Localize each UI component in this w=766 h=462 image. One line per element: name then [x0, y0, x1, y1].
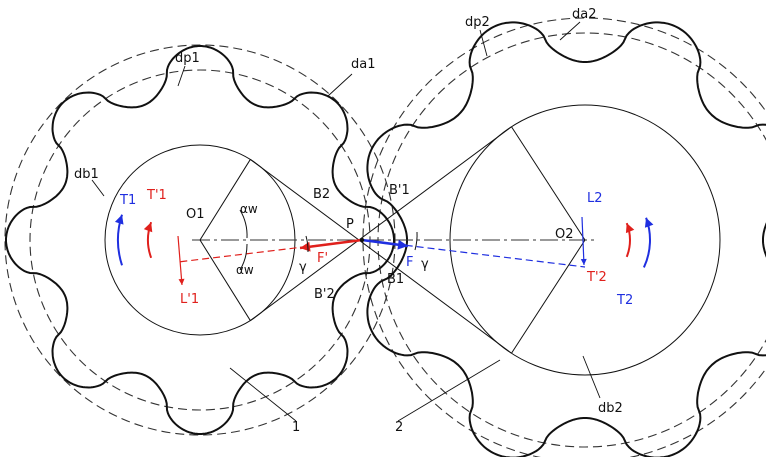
arrow-L2-shaft — [581, 216, 585, 266]
angle-arc-gamma-right — [414, 231, 418, 251]
label-T2p: T'2 — [586, 270, 607, 285]
label-da1: da1 — [351, 57, 376, 72]
radius-O1-lower — [199, 239, 251, 321]
line-of-action-1 — [250, 159, 512, 354]
label-B1: B1 — [387, 272, 404, 287]
label-dp1: dp1 — [175, 51, 200, 66]
label-gamma-right: γ — [421, 257, 429, 272]
label-O1: O1 — [186, 207, 205, 222]
label-L1p: L'1 — [180, 292, 199, 307]
leader-gear-1 — [229, 367, 297, 422]
rotation-T2p-head — [625, 223, 635, 234]
label-gear-1: 1 — [292, 420, 300, 435]
leader-dp1 — [177, 65, 186, 87]
label-P: P — [346, 217, 354, 232]
label-B1p: B'1 — [389, 183, 410, 198]
rotation-T2-head — [644, 217, 654, 228]
label-db2: db2 — [598, 401, 623, 416]
leader-da1 — [327, 73, 353, 97]
label-T2: T2 — [616, 293, 633, 308]
angle-arc-alpha-top — [239, 209, 248, 239]
label-O2: O2 — [555, 227, 574, 242]
label-db1: db1 — [74, 167, 99, 182]
leader-db2 — [582, 355, 601, 399]
label-alpha-w-bottom: αw — [236, 263, 254, 277]
label-gear-2: 2 — [395, 420, 403, 435]
labels-layer: dp1 da1 dp2 da2 db1 db2 O1 O2 T1 T'1 T2 … — [74, 7, 633, 435]
gear-1-profile — [5, 45, 395, 435]
label-Fp: F' — [317, 251, 328, 266]
base-circle-db2 — [449, 104, 721, 376]
force-arrow-Fp-shaft — [299, 238, 363, 250]
arrow-L2-head — [580, 258, 587, 265]
label-da2: da2 — [572, 7, 597, 22]
arrow-L1p-shaft — [177, 235, 183, 286]
angle-arc-gamma-left — [305, 235, 309, 253]
label-alpha-w-top: αw — [240, 202, 258, 216]
radius-O1-upper — [199, 159, 251, 241]
leader-gear-2 — [397, 359, 501, 422]
label-T1: T1 — [119, 193, 136, 208]
force-line-red — [177, 239, 363, 263]
radius-O2-upper — [511, 126, 586, 241]
pitch-point-P — [359, 237, 365, 243]
arrow-L1p-head — [178, 278, 185, 285]
label-B2p: B'2 — [314, 287, 335, 302]
geometry-layer — [4, 17, 766, 462]
line-of-action-2 — [250, 126, 512, 321]
label-F: F — [406, 255, 413, 270]
radius-O2-lower — [511, 239, 586, 354]
label-dp2: dp2 — [465, 15, 490, 30]
force-arrow-F-head — [397, 239, 408, 250]
rotation-T1p-head — [143, 222, 153, 233]
leader-db1 — [91, 179, 105, 197]
label-B2: B2 — [313, 187, 330, 202]
leader-da2 — [559, 21, 581, 41]
leader-dp2 — [479, 29, 488, 57]
angle-arc-alpha-bottom — [239, 243, 248, 271]
label-T1p: T'1 — [146, 188, 167, 203]
label-L2: L2 — [587, 191, 603, 206]
label-gamma-left: γ — [299, 260, 307, 275]
rotation-T1-head — [114, 214, 124, 225]
